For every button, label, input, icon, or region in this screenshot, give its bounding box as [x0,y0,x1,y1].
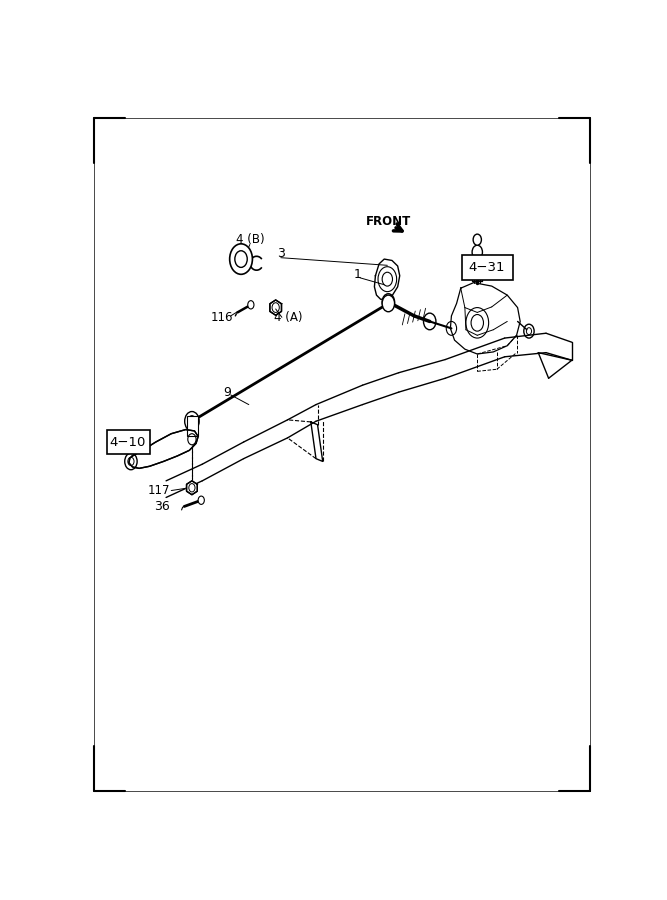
Ellipse shape [382,295,395,311]
Text: 4 (B): 4 (B) [235,233,264,247]
Text: 36: 36 [155,500,170,513]
Text: 117: 117 [147,484,170,497]
Polygon shape [129,429,198,468]
Text: 4−31: 4−31 [469,261,506,274]
Polygon shape [270,300,281,315]
Bar [187,417,198,436]
Text: 1: 1 [354,268,362,281]
Ellipse shape [229,244,252,274]
Text: 4 (A): 4 (A) [274,310,302,324]
Text: 9: 9 [223,385,231,399]
Ellipse shape [247,301,254,309]
FancyBboxPatch shape [107,430,149,454]
Text: 3: 3 [277,247,285,260]
FancyBboxPatch shape [462,255,513,280]
Text: FRONT: FRONT [366,215,411,229]
Ellipse shape [185,411,199,431]
Text: 4−10: 4−10 [109,436,146,448]
Polygon shape [374,259,400,300]
Ellipse shape [198,496,204,504]
Text: 116: 116 [211,310,233,324]
Ellipse shape [473,234,482,245]
Ellipse shape [472,245,482,259]
Polygon shape [187,481,197,495]
